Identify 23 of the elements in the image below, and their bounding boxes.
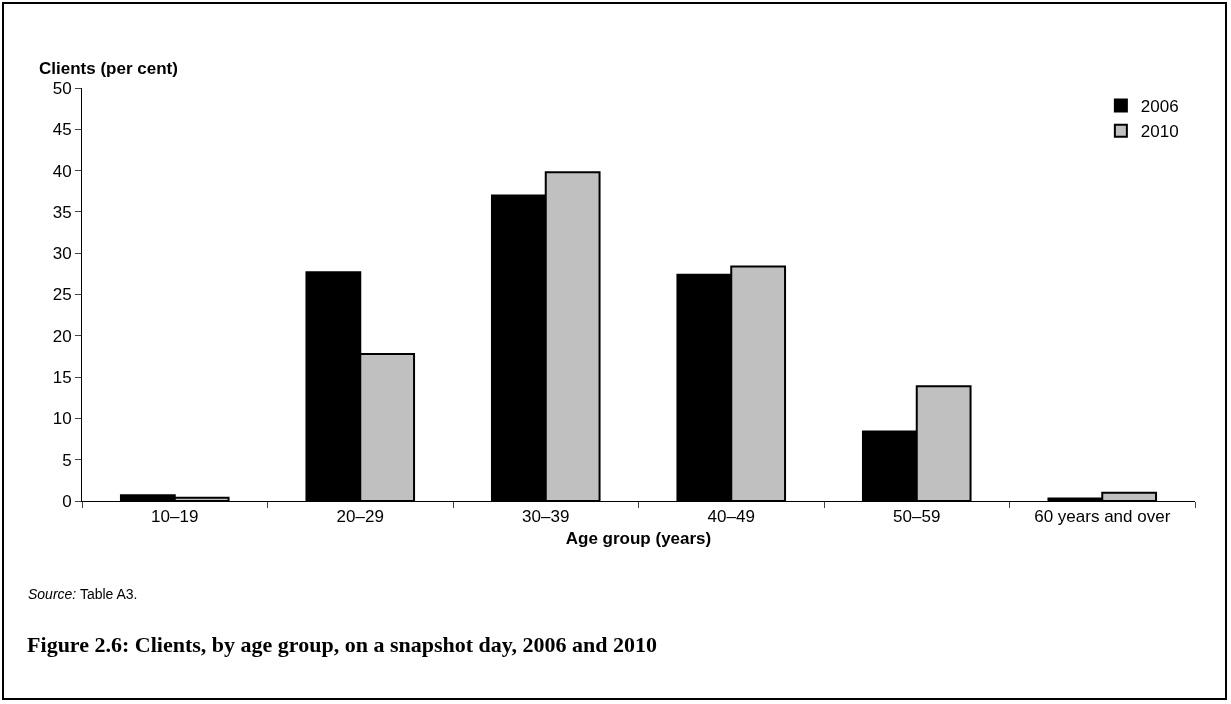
- legend-label: 2010: [1140, 122, 1179, 142]
- x-tick-label: 50–59: [893, 507, 941, 527]
- y-tick-label: 35: [52, 202, 72, 222]
- y-tick-label: 25: [52, 285, 72, 305]
- x-tick-label: 10–19: [151, 507, 199, 527]
- y-tick-label: 50: [52, 78, 72, 98]
- y-tick-label: 40: [52, 161, 72, 181]
- x-tick-label: 20–29: [336, 507, 384, 527]
- y-tick-label: 20: [52, 326, 72, 346]
- legend-label: 2006: [1140, 97, 1179, 117]
- source-note: Source: Table A3.: [28, 586, 138, 602]
- y-tick-label: 15: [52, 368, 72, 388]
- x-axis-title: Age group (years): [565, 528, 712, 548]
- x-tick-label: 30–39: [522, 507, 570, 527]
- y-tick-label: 45: [52, 120, 72, 140]
- x-tick-label: 60 years and over: [1034, 507, 1171, 527]
- y-tick-label: 10: [52, 409, 72, 429]
- y-tick-label: 0: [62, 491, 72, 511]
- y-tick-label: 30: [52, 244, 72, 264]
- text: Figure 2.6: Clients, by age group, on a snapshot day, 2006 and 2010: [27, 631, 658, 657]
- y-axis-title: Clients (per cent): [39, 59, 178, 78]
- y-tick-label: 5: [62, 450, 72, 470]
- x-tick-label: 40–49: [707, 507, 755, 527]
